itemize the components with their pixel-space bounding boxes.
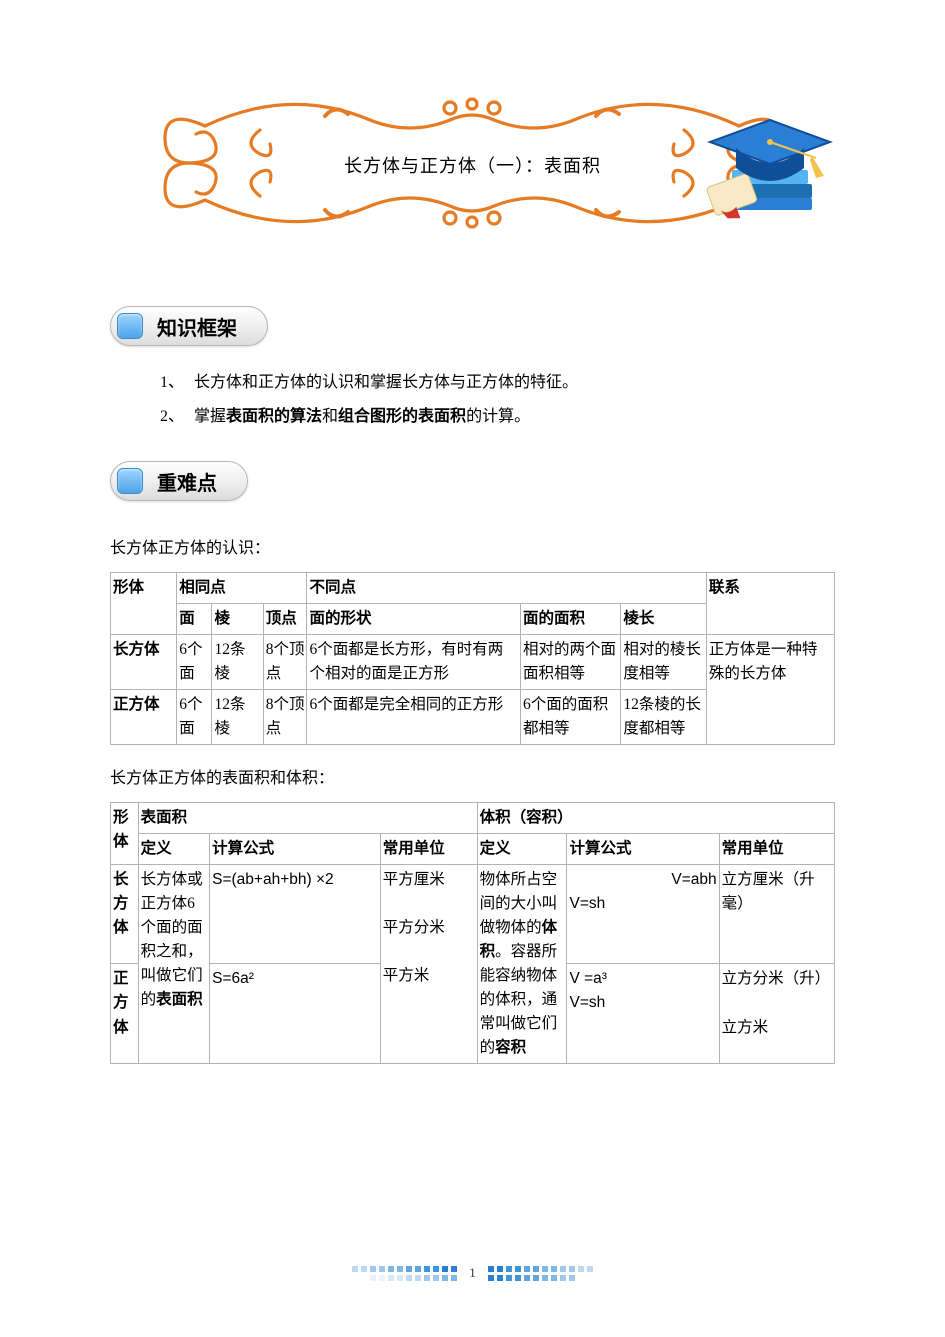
footer-dots-right (488, 1266, 593, 1281)
pill-icon (117, 313, 143, 339)
pill-icon (117, 468, 143, 494)
section-label: 知识框架 (157, 312, 237, 341)
footer-dots-left (352, 1266, 457, 1281)
th-relation: 联系 (706, 572, 834, 634)
comparison-table: 形体 相同点 不同点 联系 面 棱 顶点 面的形状 面的面积 棱长 长方体 6个… (110, 572, 835, 745)
subtitle-recognition: 长方体正方体的认识： (110, 535, 835, 564)
banner-title: 长方体与正方体（一）：表面积 (110, 152, 835, 178)
th-same: 相同点 (177, 572, 307, 603)
subtitle-sv: 长方体正方体的表面积和体积： (110, 765, 835, 794)
section-header-framework: 知识框架 (110, 306, 268, 346)
surface-def-cell: 长方体或正方体6个面的面积之和，叫做它们的表面积 (138, 864, 209, 1063)
cuboid-v-formula: V=abh V=sh (567, 864, 719, 964)
framework-list: 1、 长方体和正方体的认识和掌握长方体与正方体的特征。 2、 掌握表面积的算法和… (160, 366, 835, 433)
list-item: 1、 长方体和正方体的认识和掌握长方体与正方体的特征。 (160, 366, 835, 400)
page-footer: 1 (0, 1265, 945, 1281)
section-header-keypoints: 重难点 (110, 461, 248, 501)
page-number: 1 (465, 1265, 480, 1281)
th-shape: 形体 (111, 572, 177, 634)
formula-table: 形体 表面积 体积（容积） 定义 计算公式 常用单位 定义 计算公式 常用单位 … (110, 802, 835, 1064)
list-item: 2、 掌握表面积的算法和组合图形的表面积的计算。 (160, 400, 835, 434)
table-row: 长方体 6个面 12条棱 8个顶点 6个面都是长方形，有时有两个相对的面是正方形… (111, 635, 835, 690)
table-row: 长方体 长方体或正方体6个面的面积之和，叫做它们的表面积 S=(ab+ah+bh… (111, 864, 835, 964)
section-label: 重难点 (157, 467, 217, 496)
cube-v-formula: V =a³ V=sh (567, 964, 719, 1064)
title-banner: 长方体与正方体（一）：表面积 (110, 90, 835, 240)
th-diff: 不同点 (307, 572, 706, 603)
volume-def-cell: 物体所占空间的大小叫做物体的体积。容器所能容纳物体的体积，通常叫做它们的容积 (477, 864, 567, 1063)
